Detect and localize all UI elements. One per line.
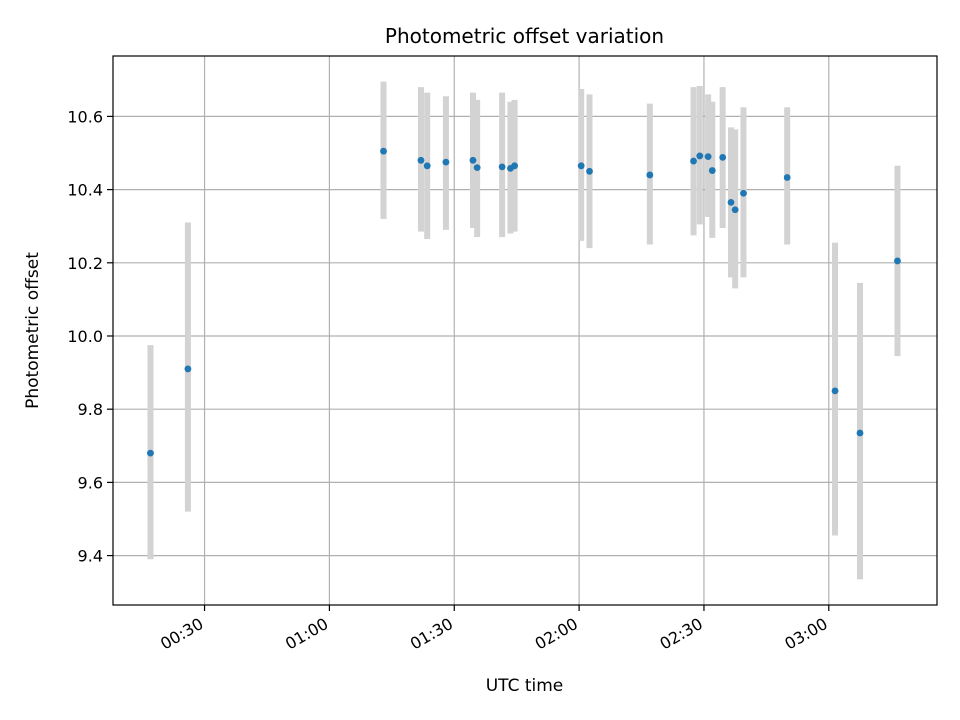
y-tick-label: 10.2 [67, 254, 103, 273]
data-point [708, 167, 716, 174]
data-point [783, 174, 791, 181]
y-axis-label: Photometric offset [23, 252, 43, 409]
data-point [380, 147, 387, 155]
data-point [473, 164, 481, 172]
data-point [586, 167, 593, 175]
y-tick-label: 10.6 [67, 107, 103, 126]
data-point [147, 449, 154, 457]
data-point [704, 153, 712, 161]
data-point [696, 152, 704, 160]
data-point [894, 257, 901, 265]
data-point [856, 429, 864, 437]
data-point [577, 162, 585, 170]
y-tick-label: 10.4 [67, 181, 103, 200]
y-tick-label: 9.4 [78, 547, 103, 566]
data-point [727, 199, 735, 206]
data-point [498, 163, 506, 171]
y-axis: 9.4 9.6 9.8 10.0 10.2 10.4 10.6 [67, 107, 113, 566]
data-point [831, 387, 839, 395]
data-point [719, 153, 727, 161]
data-point [731, 206, 739, 214]
y-tick-label: 9.8 [78, 400, 103, 419]
data-point [511, 162, 518, 170]
x-axis-label: UTC time [486, 676, 564, 696]
data-point [442, 158, 450, 166]
chart-title: Photometric offset variation [385, 24, 664, 48]
data-point [690, 157, 697, 165]
marker-layer [147, 147, 901, 457]
data-point [423, 162, 431, 170]
data-point [184, 365, 192, 373]
y-tick-label: 9.6 [78, 473, 103, 492]
data-point [417, 156, 425, 164]
data-point [646, 171, 654, 179]
data-point [469, 156, 477, 164]
y-tick-label: 10.0 [67, 327, 103, 346]
plot-frame [112, 55, 938, 606]
data-point [740, 189, 747, 197]
grid-layer [113, 56, 937, 605]
plot-area [113, 56, 937, 605]
